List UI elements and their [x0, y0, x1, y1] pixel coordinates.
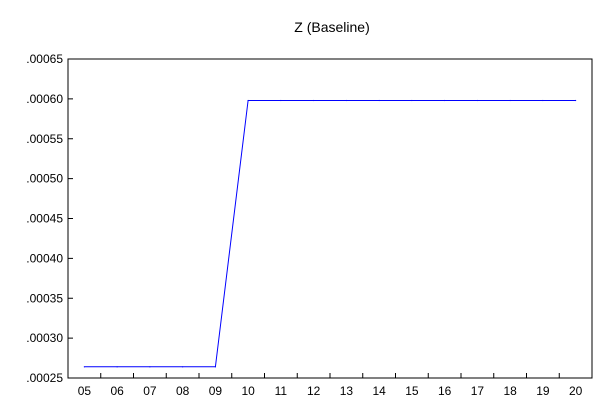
y-tick-label: .00060: [26, 92, 63, 106]
x-tick-label: 11: [275, 384, 288, 398]
data-point: [542, 99, 544, 102]
data-point: [509, 99, 511, 102]
data-point: [476, 99, 478, 102]
x-tick-label: 06: [110, 384, 124, 398]
x-tick-label: 14: [372, 384, 386, 398]
x-tick-label: 17: [471, 384, 485, 398]
x-tick-label: 09: [209, 384, 223, 398]
data-point: [575, 99, 577, 102]
y-tick-label: .00065: [26, 52, 63, 66]
x-tick-label: 08: [176, 384, 190, 398]
x-tick-label: 12: [307, 384, 321, 398]
data-point: [83, 366, 85, 368]
x-tick-label: 20: [569, 384, 583, 398]
y-tick-label: .00055: [26, 132, 63, 146]
y-tick-label: .00025: [26, 371, 63, 385]
data-point: [378, 99, 380, 102]
x-tick-label: 19: [536, 384, 550, 398]
data-point: [345, 99, 347, 102]
data-point: [149, 366, 151, 368]
plot-frame: [67, 58, 593, 379]
y-tick-label: .00045: [26, 212, 63, 226]
x-axis: 05 06 07 08 09 10 11 12 13 14 15 16 17 18 19 20: [78, 373, 583, 398]
x-tick-label: 05: [78, 384, 92, 398]
y-tick-label: .00035: [26, 291, 63, 305]
y-tick-label: .00050: [26, 172, 63, 186]
x-tick-label: 18: [503, 384, 517, 398]
x-tick-label: 07: [143, 384, 157, 398]
data-point: [214, 366, 216, 368]
y-tick-label: .00030: [26, 331, 63, 345]
data-point: [411, 99, 413, 102]
x-tick-label: 16: [438, 384, 452, 398]
chart-title: Z (Baseline): [294, 19, 369, 35]
data-point: [313, 99, 315, 102]
series-line: [84, 100, 576, 368]
y-tick-label: .00040: [26, 251, 63, 265]
data-point: [444, 99, 446, 102]
x-tick-label: 13: [340, 384, 354, 398]
data-point: [247, 99, 249, 102]
series-layer: [83, 99, 577, 368]
x-tick-label: 10: [241, 384, 255, 398]
data-point: [280, 99, 282, 102]
data-point: [116, 366, 118, 368]
x-tick-label: 15: [405, 384, 419, 398]
data-point: [182, 366, 184, 368]
y-axis: .00025 .00030 .00035 .00040 .00045 .00050 .000…: [26, 52, 73, 385]
